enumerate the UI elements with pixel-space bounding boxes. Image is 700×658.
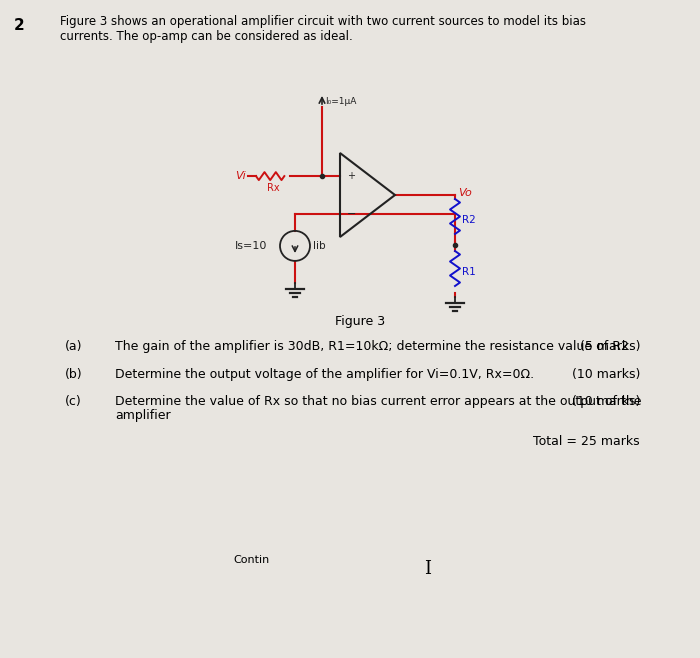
Text: Is=10: Is=10: [235, 241, 267, 251]
Text: (c): (c): [65, 395, 82, 408]
Text: (10 marks): (10 marks): [572, 368, 640, 381]
Text: 2: 2: [14, 18, 24, 33]
Text: Determine the value of Rx so that no bias current error appears at the output of: Determine the value of Rx so that no bia…: [115, 395, 641, 408]
Text: R1: R1: [462, 267, 476, 277]
Text: (a): (a): [65, 340, 83, 353]
Text: Vi: Vi: [235, 171, 246, 181]
Text: I: I: [424, 560, 431, 578]
Text: R2: R2: [462, 215, 476, 225]
Text: Figure 3 shows an operational amplifier circuit with two current sources to mode: Figure 3 shows an operational amplifier …: [60, 15, 586, 28]
Text: Contin: Contin: [233, 555, 270, 565]
Text: Figure 3: Figure 3: [335, 315, 385, 328]
Text: Iib: Iib: [313, 241, 326, 251]
Text: I₀=1μA: I₀=1μA: [325, 97, 356, 106]
Text: Vo: Vo: [458, 188, 472, 198]
Text: amplifier: amplifier: [115, 409, 171, 422]
Text: (5 marks): (5 marks): [580, 340, 640, 353]
Text: currents. The op-amp can be considered as ideal.: currents. The op-amp can be considered a…: [60, 30, 353, 43]
Text: (b): (b): [65, 368, 83, 381]
Text: Rx: Rx: [267, 183, 279, 193]
Text: −: −: [347, 209, 356, 219]
Text: The gain of the amplifier is 30dB, R1=10kΩ; determine the resistance value of R2: The gain of the amplifier is 30dB, R1=10…: [115, 340, 633, 353]
Text: Determine the output voltage of the amplifier for Vi=0.1V, Rx=0Ω.: Determine the output voltage of the ampl…: [115, 368, 534, 381]
Text: (10 marks): (10 marks): [572, 395, 640, 408]
Text: +: +: [347, 171, 355, 181]
Text: Total = 25 marks: Total = 25 marks: [533, 435, 640, 448]
